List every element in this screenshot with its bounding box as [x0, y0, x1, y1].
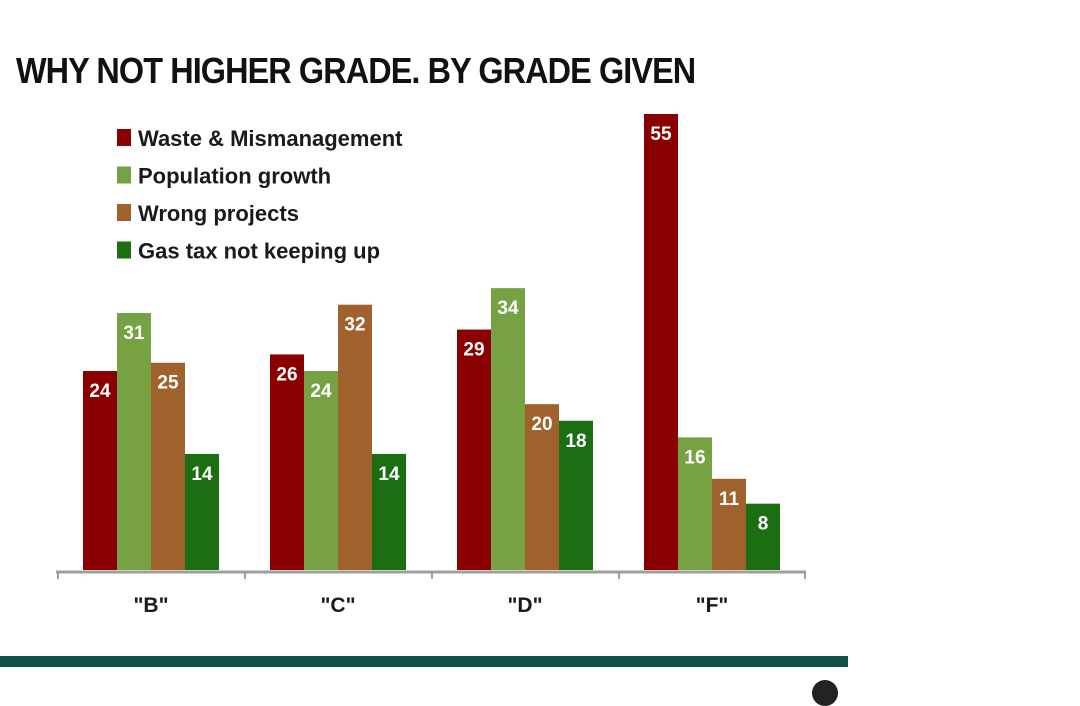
value-label: 25 [157, 373, 179, 394]
legend-swatch [117, 204, 131, 221]
value-label: 24 [89, 381, 111, 402]
bottom-divider [0, 656, 848, 667]
bar [304, 371, 338, 570]
bar [746, 503, 780, 570]
bar [185, 453, 219, 570]
x-tick-label: "F" [696, 594, 729, 617]
x-tick-label: "D" [507, 594, 542, 617]
bar [270, 354, 304, 570]
legend-swatch [117, 241, 131, 259]
bar [117, 312, 151, 570]
value-label: 14 [378, 464, 400, 485]
bar-group: 24 31 25 14 26 24 32 14 29 34 20 18 55 16 11 8 [83, 114, 780, 570]
bar [644, 114, 678, 570]
legend-swatch [117, 129, 131, 146]
x-tick-label: "C" [320, 594, 355, 617]
legend-swatch [117, 166, 131, 184]
legend-label: Population growth [138, 164, 331, 189]
legend-label: Waste & Mismanagement [138, 126, 403, 151]
x-axis: "B" "C" "D" "F" [56, 570, 806, 617]
value-label: 14 [191, 464, 213, 485]
value-label: 20 [531, 414, 552, 435]
bar [338, 304, 372, 570]
bar [712, 478, 746, 570]
chart-legend: Waste & Mismanagement Population growth Wr… [117, 126, 403, 264]
bar [491, 288, 525, 570]
value-label: 8 [758, 514, 769, 535]
corner-logo-mark [812, 680, 838, 706]
legend-label: Gas tax not keeping up [138, 239, 380, 264]
legend-label: Wrong projects [138, 201, 299, 226]
value-label: 18 [565, 431, 586, 452]
bar [678, 437, 712, 570]
value-label: 31 [123, 323, 145, 344]
value-label: 34 [497, 298, 519, 319]
value-label: 16 [684, 447, 705, 468]
value-label: 26 [276, 364, 297, 385]
bar [525, 404, 559, 570]
bar [83, 371, 117, 570]
value-label: 55 [650, 124, 672, 145]
value-label: 11 [719, 489, 740, 510]
bar [457, 329, 491, 570]
value-label: 32 [344, 315, 365, 336]
bar [559, 420, 593, 570]
bar [151, 362, 185, 570]
bar-chart: Waste & Mismanagement Population growth Wr… [56, 114, 806, 617]
value-label: 29 [463, 340, 484, 361]
bar [372, 453, 406, 570]
chart-title: WHY NOT HIGHER GRADE. BY GRADE GIVEN [16, 50, 696, 91]
value-label: 24 [310, 381, 332, 402]
x-tick-label: "B" [133, 594, 168, 617]
